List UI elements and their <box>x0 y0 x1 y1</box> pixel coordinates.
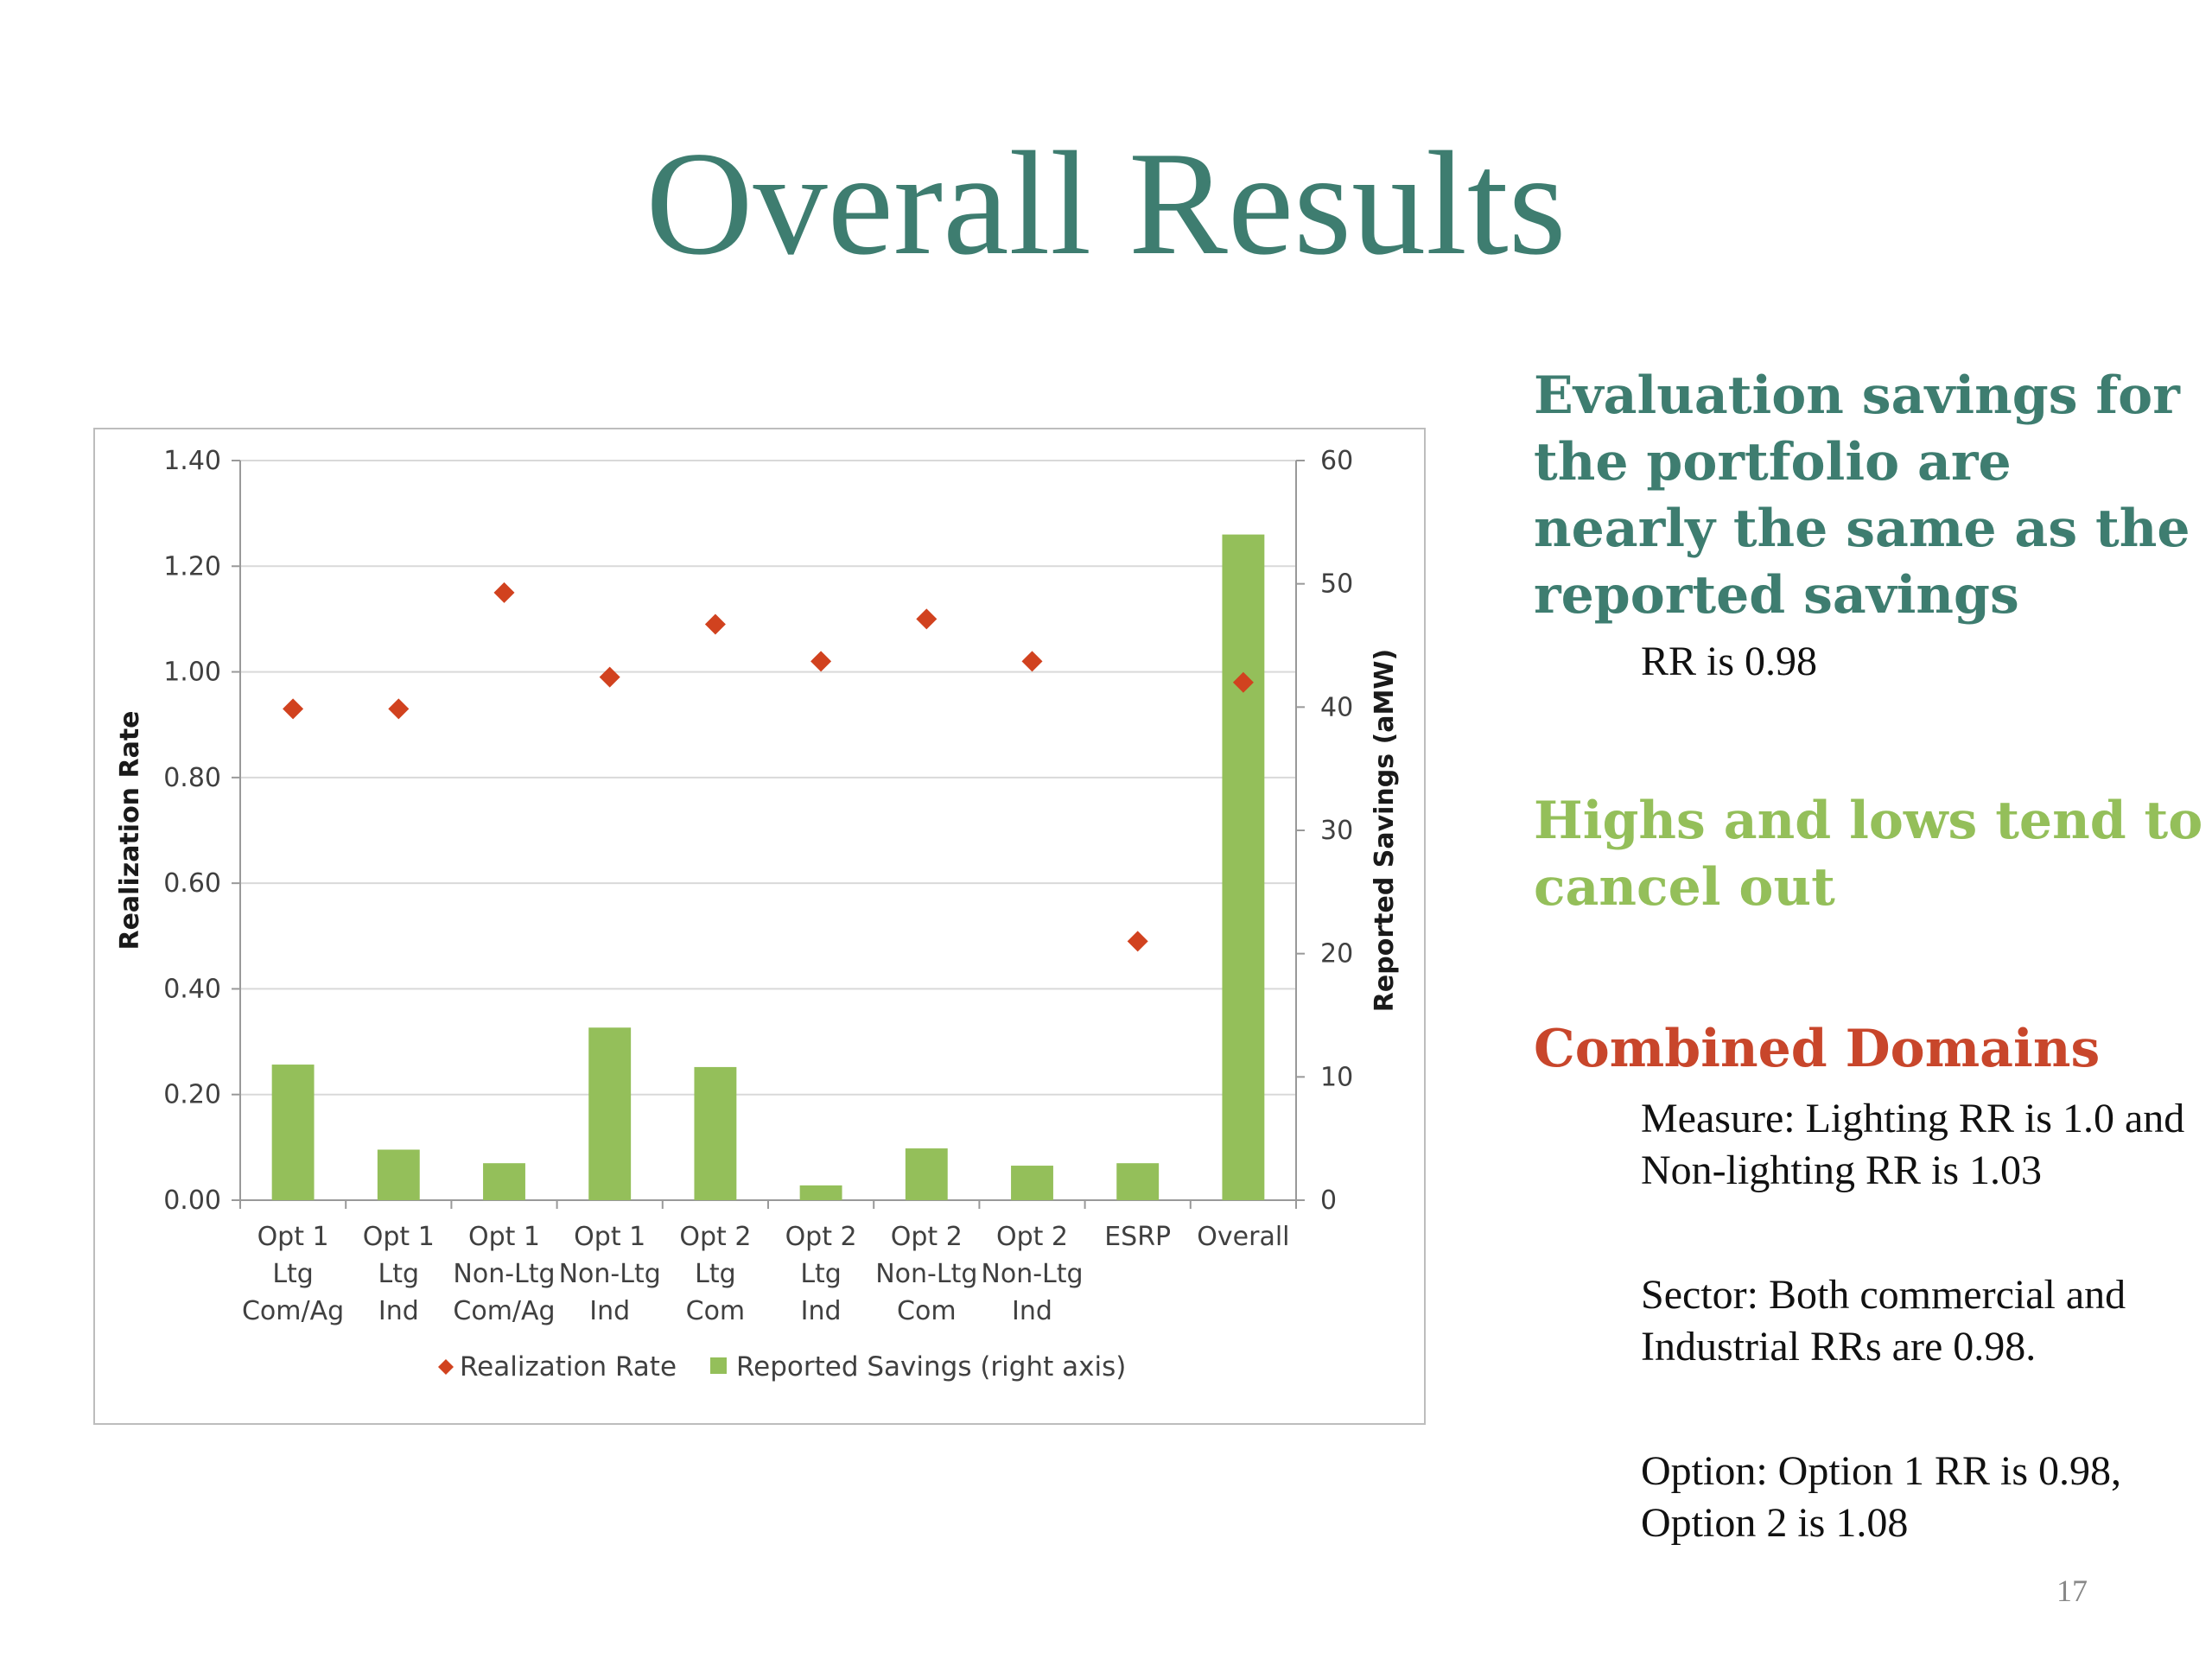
highs-lows-block: Highs and lows tend to cancel out <box>1534 788 2208 921</box>
rr-point <box>704 613 726 635</box>
combined-domains-heading: Combined Domains <box>1534 1019 2101 1079</box>
rr-point <box>1127 931 1148 952</box>
x-category-label: Ltg <box>800 1259 842 1289</box>
bar <box>799 1185 842 1200</box>
x-category-label: Non-Ltg <box>453 1259 555 1289</box>
x-category-label: Ind <box>589 1296 630 1326</box>
legend-rr-marker <box>438 1359 454 1375</box>
x-category-label: Com/Ag <box>242 1296 344 1326</box>
right-tick-label: 60 <box>1320 446 1353 476</box>
sector-note: Sector: Both commercial and Industrial R… <box>1641 1272 2126 1370</box>
x-category-label: Ltg <box>272 1259 314 1289</box>
x-category-label: Ind <box>1012 1296 1052 1326</box>
left-tick-label: 1.00 <box>163 658 221 688</box>
rr-point <box>916 608 938 630</box>
bar <box>1222 534 1265 1200</box>
rr-point <box>810 651 832 672</box>
legend-rr-label: Realization Rate <box>460 1351 677 1382</box>
bar <box>588 1027 632 1200</box>
x-category-label: Opt 1 <box>257 1222 329 1252</box>
rr-point <box>1232 671 1254 693</box>
x-category-label: Non-Ltg <box>559 1259 661 1289</box>
x-category-label: Opt 2 <box>679 1222 751 1252</box>
legend-savings-label: Reported Savings (right axis) <box>736 1351 1126 1382</box>
option-note: Option: Option 1 RR is 0.98, Option 2 is… <box>1641 1448 2122 1546</box>
bar <box>1116 1163 1160 1200</box>
combined-domains-block: Combined Domains Measure: Lighting RR is… <box>1534 1016 2208 1549</box>
summary-block: Evaluation savings for the portfolio are… <box>1534 363 2208 688</box>
right-tick-label: 20 <box>1320 939 1353 969</box>
x-category-label: Ltg <box>695 1259 736 1289</box>
x-category-label: Com/Ag <box>453 1296 555 1326</box>
bar <box>377 1149 420 1200</box>
rr-point <box>283 698 304 720</box>
chart-svg: 0.00 0.20 0.40 0.60 0.80 1.00 1.20 1.40 0 10 20 30 4… <box>115 446 1400 1382</box>
rr-point <box>388 698 410 720</box>
highs-lows-heading: Highs and lows tend to cancel out <box>1534 791 2203 918</box>
page-number: 17 <box>2056 1573 2088 1608</box>
rr-point <box>1021 651 1043 672</box>
left-tick-label: 1.20 <box>163 551 221 582</box>
left-tick-label: 0.20 <box>163 1080 221 1110</box>
right-axis-title: Reported Savings (aMW) <box>1370 649 1400 1012</box>
summary-note: RR is 0.98 <box>1641 639 1818 684</box>
x-category-label: Com <box>897 1296 957 1326</box>
x-category-label: Com <box>686 1296 746 1326</box>
rr-point <box>493 582 515 603</box>
right-tick-label: 10 <box>1320 1062 1353 1092</box>
right-tick-label: 40 <box>1320 692 1353 722</box>
x-category-label: Ltg <box>378 1259 420 1289</box>
x-category-label: Opt 2 <box>785 1222 857 1252</box>
bar <box>905 1148 948 1200</box>
measure-note: Measure: Lighting RR is 1.0 and Non-ligh… <box>1641 1096 2185 1193</box>
x-category-label: Non-Ltg <box>981 1259 1083 1289</box>
left-tick-label: 0.60 <box>163 868 221 899</box>
bar <box>694 1066 737 1200</box>
x-category-label: Ind <box>378 1296 419 1326</box>
legend-savings-marker <box>710 1357 727 1374</box>
right-tick-label: 0 <box>1320 1185 1337 1216</box>
bar <box>483 1163 525 1200</box>
left-axis-title: Realization Rate <box>115 710 145 950</box>
left-tick-label: 0.40 <box>163 974 221 1004</box>
left-tick-label: 0.80 <box>163 763 221 793</box>
right-tick-label: 50 <box>1320 569 1353 600</box>
x-category-label: Opt 1 <box>468 1222 540 1252</box>
bar <box>1011 1166 1053 1200</box>
x-category-label: Opt 1 <box>574 1222 645 1252</box>
summary-heading: Evaluation savings for the portfolio are… <box>1534 365 2190 626</box>
x-category-label: Non-Ltg <box>875 1259 977 1289</box>
left-tick-label: 0.00 <box>163 1185 221 1216</box>
x-category-label: Opt 2 <box>891 1222 963 1252</box>
right-tick-label: 30 <box>1320 816 1353 846</box>
x-category-label: Opt 2 <box>996 1222 1068 1252</box>
bar <box>271 1065 315 1200</box>
rr-point <box>599 666 620 688</box>
x-category-label: Overall <box>1197 1222 1289 1252</box>
x-category-label: Ind <box>801 1296 842 1326</box>
combo-chart: 0.00 0.20 0.40 0.60 0.80 1.00 1.20 1.40 0 10 20 30 4… <box>93 428 1426 1425</box>
x-category-label: ESRP <box>1104 1222 1171 1252</box>
left-tick-label: 1.40 <box>163 446 221 476</box>
x-category-label: Opt 1 <box>363 1222 435 1252</box>
slide-title: Overall Results <box>645 122 1567 286</box>
